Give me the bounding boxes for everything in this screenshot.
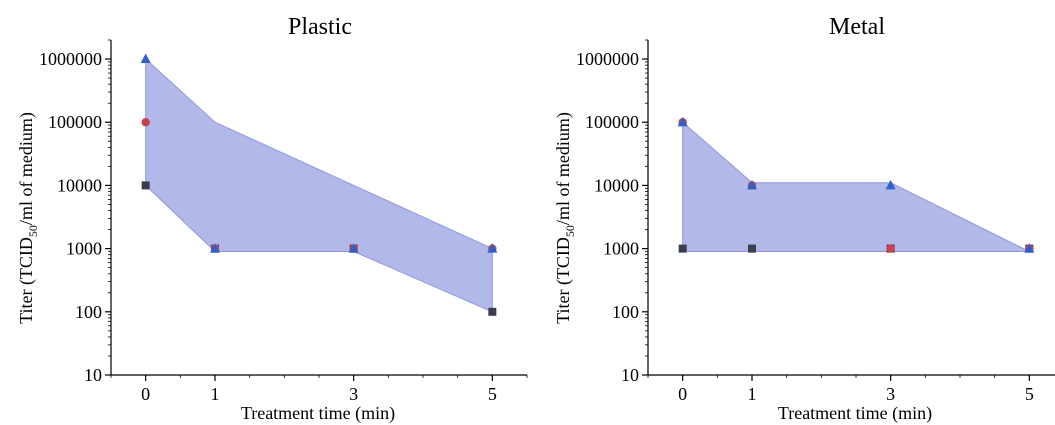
chart-title: Plastic bbox=[288, 14, 352, 40]
y-tick-label: 100 bbox=[612, 302, 639, 322]
chart-metal: Metal 10 100 1000 10000 100000 1000000 0 1 3 5 Tr… bbox=[553, 14, 1055, 424]
y-tick-label: 10 bbox=[621, 365, 639, 385]
x-tick-label: 3 bbox=[349, 384, 358, 404]
y-tick-label: 10000 bbox=[594, 175, 639, 195]
triangle-marker bbox=[747, 179, 757, 190]
x-tick-label: 3 bbox=[886, 384, 895, 404]
x-tick-label: 5 bbox=[1025, 384, 1034, 404]
y-tick-label: 100000 bbox=[585, 112, 639, 132]
x-axis-label: Treatment time (min) bbox=[778, 403, 932, 424]
triangle-marker bbox=[487, 243, 498, 253]
chart-title: Metal bbox=[829, 14, 885, 40]
y-tick-label: 10 bbox=[84, 365, 102, 385]
y-tick-label: 10000 bbox=[57, 175, 102, 195]
y-tick-label: 1000000 bbox=[576, 49, 639, 69]
triangle-marker bbox=[140, 53, 151, 64]
x-tick-label: 0 bbox=[678, 384, 687, 404]
square-marker bbox=[678, 244, 687, 253]
y-tick-label: 1000000 bbox=[39, 49, 102, 69]
triangle-marker bbox=[885, 179, 896, 190]
axes-layer: 10 100 1000 10000 100000 1000000 0 1 3 5 bbox=[576, 39, 1055, 404]
axes-layer: 10 100 1000 10000 100000 1000000 0 1 3 5 bbox=[39, 39, 528, 404]
square-marker bbox=[141, 181, 150, 190]
square-marker bbox=[488, 307, 497, 316]
circle-marker bbox=[886, 244, 895, 253]
circle-marker bbox=[141, 118, 150, 127]
range-band bbox=[145, 57, 493, 313]
range-band-layer bbox=[682, 121, 1030, 252]
y-tick-label: 1000 bbox=[66, 239, 102, 259]
triangle-marker bbox=[677, 116, 688, 127]
x-axis-label: Treatment time (min) bbox=[241, 403, 395, 424]
triangle-marker bbox=[210, 243, 220, 253]
x-tick-label: 1 bbox=[748, 384, 757, 404]
triangle-marker bbox=[348, 243, 359, 253]
y-tick-label: 100000 bbox=[48, 112, 102, 132]
range-band-layer bbox=[145, 57, 493, 313]
marker-layer bbox=[140, 53, 498, 316]
square-marker bbox=[748, 244, 756, 253]
y-axis-label: Titer (TCID50/ml of medium) bbox=[553, 112, 577, 324]
marker-layer bbox=[677, 116, 1035, 253]
x-tick-label: 1 bbox=[211, 384, 220, 404]
range-band bbox=[682, 121, 1030, 252]
y-axis-label: Titer (TCID50/ml of medium) bbox=[16, 112, 40, 324]
y-tick-label: 100 bbox=[75, 302, 102, 322]
y-tick-label: 1000 bbox=[603, 239, 639, 259]
x-tick-label: 0 bbox=[141, 384, 150, 404]
triangle-marker bbox=[1024, 243, 1035, 253]
x-tick-label: 5 bbox=[488, 384, 497, 404]
